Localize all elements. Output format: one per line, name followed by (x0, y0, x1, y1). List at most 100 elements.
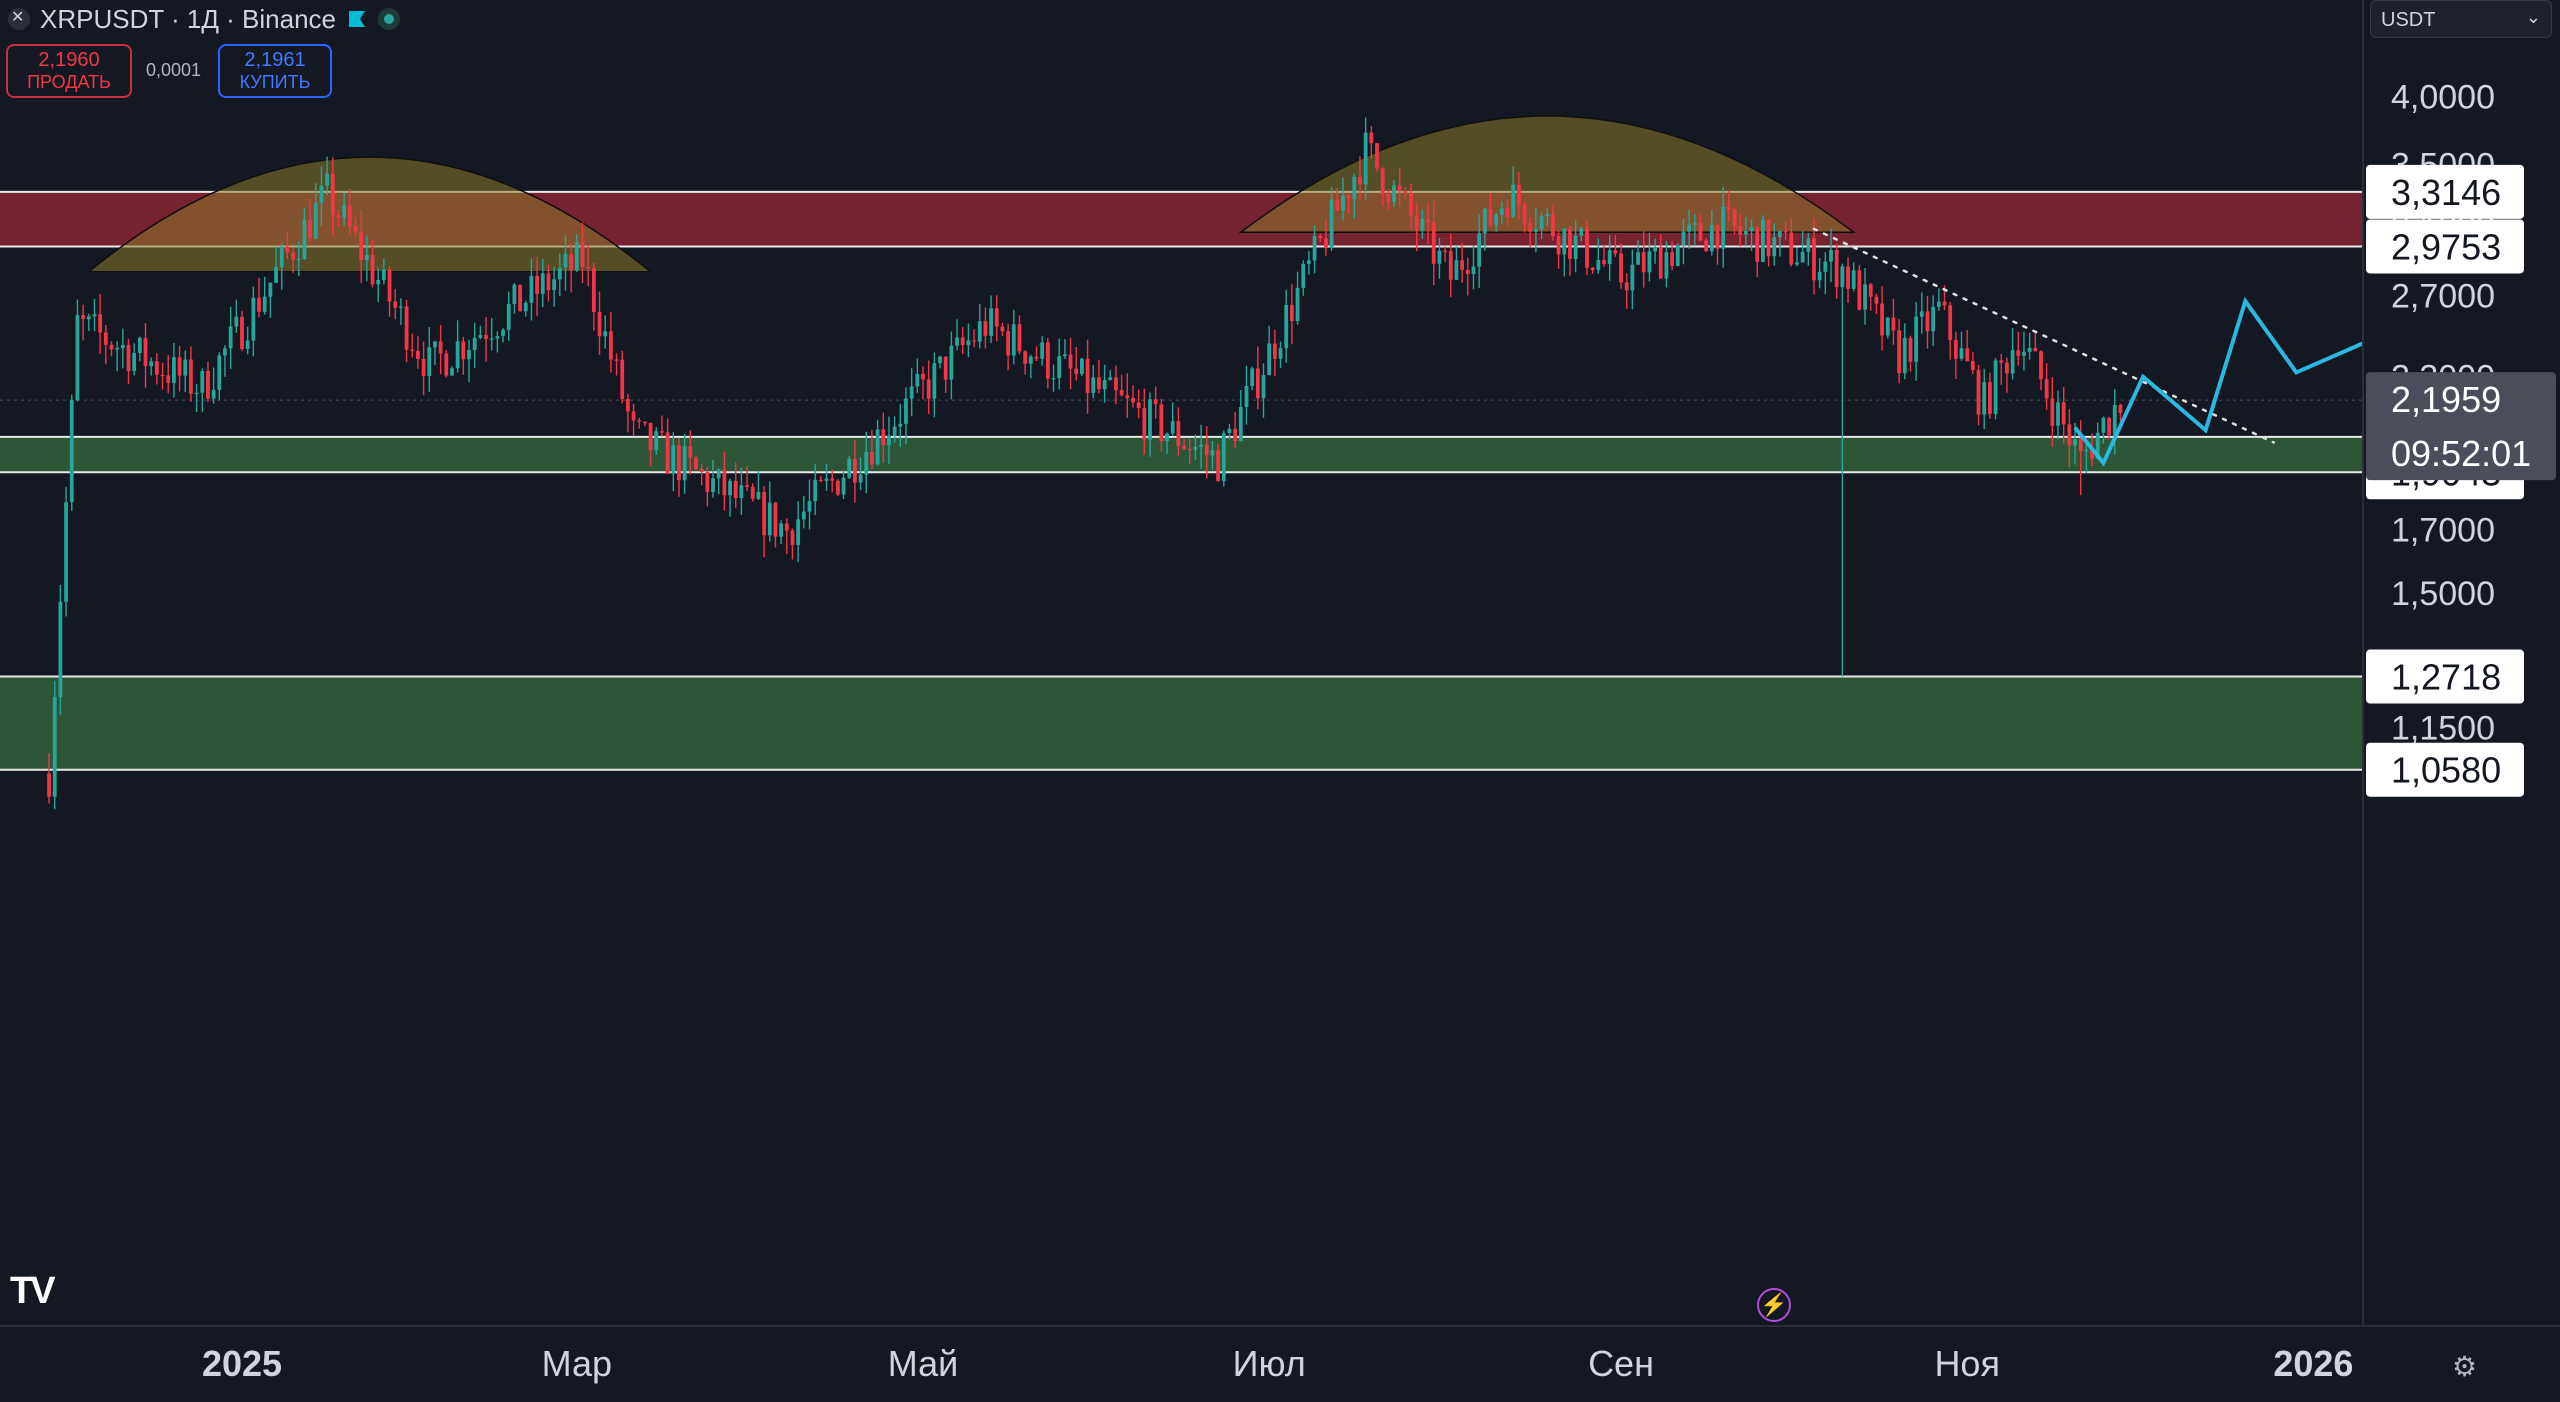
candle (103, 324, 108, 365)
candle (478, 325, 483, 340)
candle (858, 457, 863, 490)
candle (1352, 173, 1357, 219)
candle (342, 192, 347, 226)
candle (1891, 298, 1896, 345)
candle (2061, 386, 2066, 444)
candle (671, 432, 676, 492)
candle (994, 295, 999, 342)
candle (495, 331, 500, 353)
buy-price: 2,1961 (244, 49, 306, 71)
candle (1880, 286, 1884, 351)
candle (1255, 346, 1260, 410)
candle (160, 362, 165, 390)
candle (1114, 365, 1118, 405)
candle (1170, 402, 1175, 436)
xrp-logo-icon (8, 7, 30, 30)
candle (81, 304, 85, 341)
candle (773, 501, 778, 548)
candle (887, 416, 891, 465)
candle (410, 333, 415, 358)
symbol-header[interactable]: XRPUSDT · 1Д · Binance (8, 2, 401, 36)
candle (1244, 365, 1249, 425)
symbol-title[interactable]: XRPUSDT · 1Д · Binance (40, 3, 337, 34)
candle (228, 306, 233, 369)
candle (881, 412, 886, 463)
candle (2050, 377, 2055, 447)
candle (1397, 168, 1402, 207)
support-zone (0, 436, 2363, 473)
candle (1534, 207, 1538, 253)
candle (1011, 309, 1016, 365)
candle (938, 355, 942, 369)
candle (1664, 241, 1669, 288)
candle (120, 328, 125, 369)
tradingview-logo[interactable]: TV (10, 1270, 56, 1312)
candle (1579, 227, 1584, 242)
candle (660, 415, 664, 437)
candle (813, 463, 818, 516)
candle (450, 366, 454, 376)
candle (1199, 424, 1203, 469)
candle (200, 368, 205, 412)
time-tick-label: 2026 (2273, 1343, 2353, 1384)
candle (1131, 385, 1135, 408)
candle (1261, 363, 1266, 418)
candle (1976, 364, 1981, 426)
candle (614, 353, 619, 376)
price-tick-label: 1,1500 (2391, 709, 2495, 747)
candle (1431, 200, 1436, 286)
candle (2027, 332, 2032, 360)
dome-arc (86, 156, 653, 273)
candle (2112, 389, 2117, 455)
candle (1045, 337, 1050, 389)
candle (137, 336, 142, 362)
candle (853, 440, 857, 503)
candle (864, 431, 869, 494)
candle (739, 467, 744, 515)
candle (1988, 372, 1992, 419)
candle (1057, 338, 1062, 390)
candle (75, 299, 80, 402)
candle (194, 383, 199, 412)
candle (262, 276, 267, 315)
candle (86, 313, 91, 331)
chevron-down-icon: ⌄ (2525, 7, 2541, 27)
candle (296, 241, 301, 276)
settings-icon[interactable]: ⚙ (2452, 1351, 2478, 1382)
candle (489, 317, 494, 351)
candle (626, 393, 630, 433)
candle (1658, 234, 1663, 279)
candle (1851, 262, 1856, 292)
candle (1102, 364, 1107, 403)
candle (1187, 439, 1192, 465)
time-tick-label: Июл (1233, 1343, 1306, 1384)
buy-button[interactable]: 2,1961 КУПИТЬ (218, 44, 332, 98)
candle (1613, 234, 1618, 257)
candle (1301, 260, 1306, 296)
candle (728, 478, 732, 517)
candle (47, 752, 51, 804)
candle (149, 357, 154, 376)
flag-icon[interactable] (346, 8, 368, 30)
currency-select[interactable]: USDT ⌄ (2370, 0, 2552, 38)
candle (1585, 220, 1589, 276)
support-zone (0, 676, 2363, 770)
candle (52, 680, 57, 810)
candle (399, 298, 403, 325)
candle (1363, 117, 1368, 201)
spread-value: 0,0001 (146, 60, 202, 80)
candle (1755, 226, 1760, 278)
candle (1761, 215, 1765, 263)
price-tick-label: 4,0000 (2391, 79, 2495, 117)
candle (1999, 354, 2004, 385)
candle (1590, 266, 1595, 274)
lightning-icon[interactable]: ⚡ (1757, 1288, 1791, 1322)
candle (1948, 302, 1953, 360)
sell-button[interactable]: 2,1960 ПРОДАТЬ (6, 44, 132, 98)
candle (1409, 183, 1413, 230)
time-axis[interactable]: 2025МарМайИюлСенНоя2026Мар (202, 1343, 2560, 1384)
candle (835, 479, 840, 497)
svg-text:2,9753: 2,9753 (2391, 226, 2501, 267)
candle (921, 366, 925, 400)
